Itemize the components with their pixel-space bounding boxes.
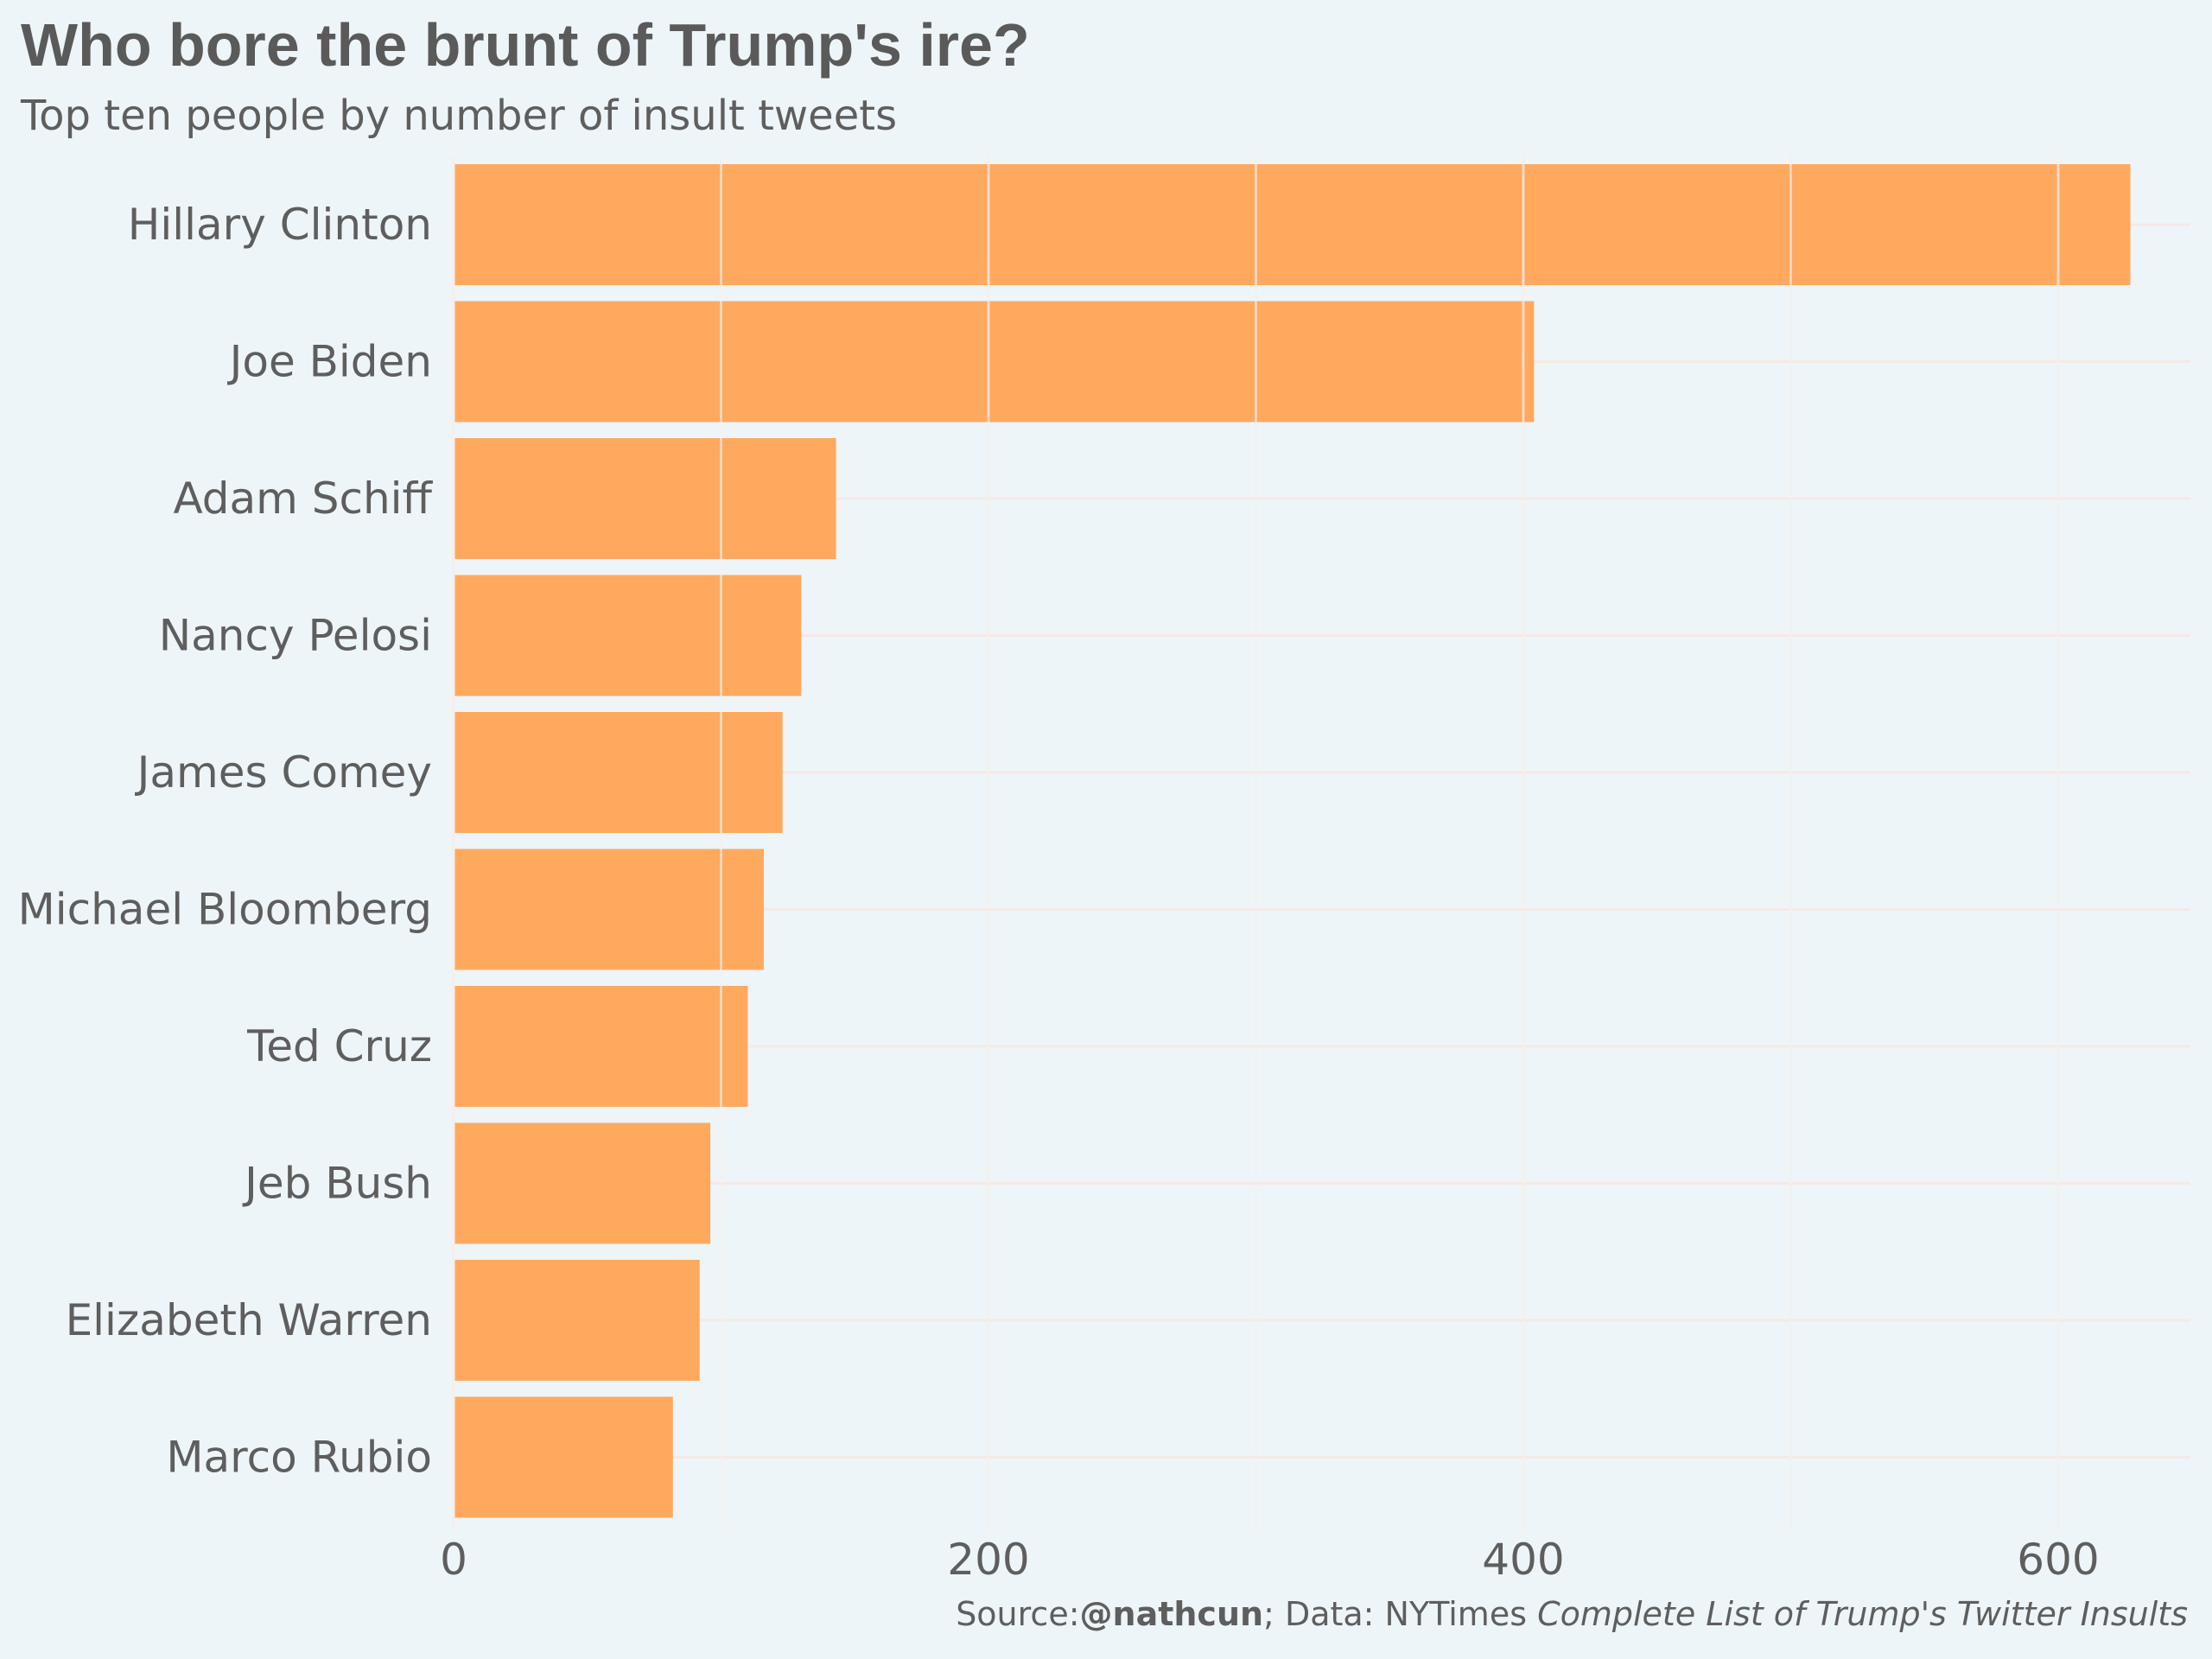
chart-subtitle: Top ten people by number of insult tweet… <box>21 92 898 140</box>
caption-data-prefix: ; Data: NYTimes <box>1263 1595 1538 1633</box>
x-tick-label: 0 <box>440 1535 467 1585</box>
y-tick-label: Adam Schiff <box>173 474 433 524</box>
bar-marco-rubio <box>454 1396 673 1518</box>
caption-source-prefix: Source: <box>956 1595 1080 1633</box>
y-tick-label: Ted Cruz <box>246 1021 432 1071</box>
x-tick-label: 200 <box>947 1535 1029 1585</box>
y-tick-label: Nancy Pelosi <box>159 611 432 661</box>
x-tick-label: 400 <box>1482 1535 1564 1585</box>
x-axis-labels: 0 200 400 600 <box>440 1535 2100 1585</box>
caption-source-handle: @nathcun <box>1079 1595 1264 1633</box>
y-tick-label: James Comey <box>135 747 432 798</box>
bar-adam-schiff <box>454 438 836 559</box>
y-tick-label: Elizabeth Warren <box>66 1295 432 1345</box>
y-tick-label: Michael Bloomberg <box>18 885 432 935</box>
source-caption: Source:@nathcun; Data: NYTimes Complete … <box>956 1595 2188 1633</box>
y-tick-label: Marco Rubio <box>166 1433 432 1483</box>
vertical-gridlines <box>452 156 2060 1529</box>
bar-james-comey <box>454 712 783 833</box>
chart-title: Who bore the brunt of Trump's ire? <box>21 11 1030 79</box>
caption-data-title: Complete List of Trump's Twitter Insults <box>1537 1595 2188 1633</box>
y-tick-label: Hillary Clinton <box>128 200 432 250</box>
bar-elizabeth-warren <box>454 1260 700 1381</box>
bar-nancy-pelosi <box>454 575 802 696</box>
y-tick-label: Jeb Bush <box>242 1159 432 1209</box>
bar-hillary-clinton <box>454 164 2131 285</box>
x-tick-label: 600 <box>2017 1535 2099 1585</box>
bar-joe-biden <box>454 301 1535 423</box>
bar-jeb-bush <box>454 1122 711 1244</box>
bar-michael-bloomberg <box>454 849 765 970</box>
y-axis-labels: Hillary Clinton Joe Biden Adam Schiff Nancy… <box>18 200 434 1483</box>
y-tick-label: Joe Biden <box>227 337 432 387</box>
bars <box>454 164 2131 1518</box>
bar-ted-cruz <box>454 986 748 1107</box>
